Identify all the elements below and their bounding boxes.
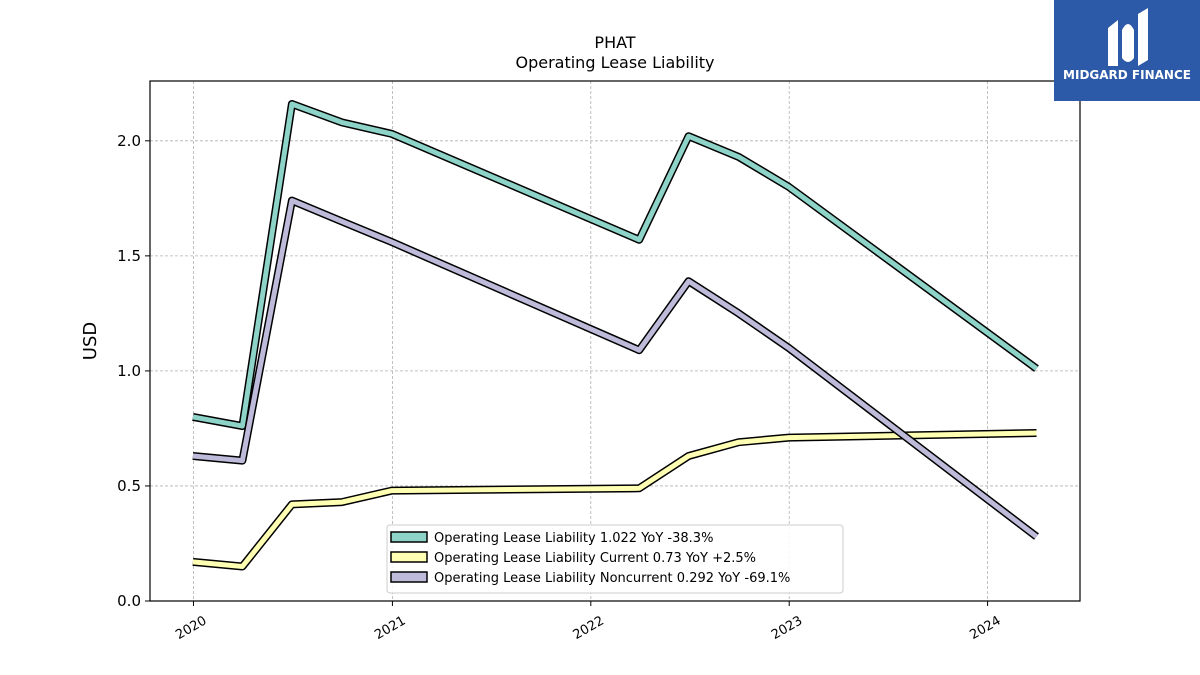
y-tick-label: 1.5: [117, 247, 141, 265]
x-tick-label: 2020: [173, 613, 209, 643]
grid: [150, 81, 1080, 602]
legend-entry-label: Operating Lease Liability Current 0.73 Y…: [434, 551, 756, 566]
y-axis-label: USD: [80, 322, 101, 360]
y-tick-label: 1.0: [117, 362, 141, 380]
logo-text: MIDGARD FINANCE: [1063, 68, 1191, 82]
x-axis: 2020 2021 2022 2023 2024: [173, 601, 1004, 643]
series-outline: [192, 100, 1039, 431]
series-line: [192, 430, 1037, 569]
legend-swatch: [390, 571, 428, 583]
legend-swatch: [390, 531, 428, 543]
legend-box: [386, 524, 844, 594]
y-tick-label: 0.0: [117, 592, 141, 610]
legend-entry-label: Operating Lease Liability Noncurrent 0.2…: [434, 571, 790, 586]
legend: Operating Lease Liability 1.022 YoY -38.…: [386, 524, 844, 594]
x-tick-label: 2023: [769, 613, 805, 643]
x-tick-label: 2022: [571, 613, 607, 643]
series-operating-lease-liability-current: [192, 429, 1037, 571]
logo-mark-icon: [1108, 8, 1148, 66]
y-tick-label: 2.0: [117, 132, 141, 150]
series-line: [192, 198, 1039, 539]
series-line: [192, 101, 1038, 429]
legend-swatch: [390, 551, 428, 563]
series-operating-lease-liability: [192, 100, 1039, 431]
series-lines: [192, 100, 1039, 571]
legend-entry-label: Operating Lease Liability 1.022 YoY -38.…: [434, 531, 713, 546]
y-tick-label: 0.5: [117, 477, 141, 495]
chart-title: PHAT: [594, 33, 635, 52]
series-operating-lease-liability-noncurrent: [192, 196, 1039, 540]
y-axis: 0.0 0.5 1.0 1.5 2.0: [117, 132, 150, 610]
x-tick-label: 2021: [372, 613, 408, 643]
chart-subtitle: Operating Lease Liability: [515, 53, 714, 72]
plot-frame: [149, 80, 1081, 602]
x-tick-label: 2024: [967, 613, 1003, 643]
midgard-finance-logo: MIDGARD FINANCE: [1054, 0, 1200, 101]
